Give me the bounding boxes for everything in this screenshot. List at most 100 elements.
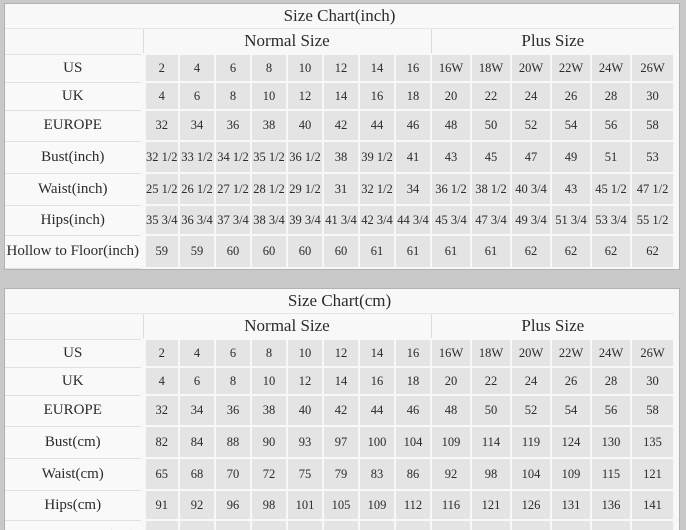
row-label: Hollow to Floor(inch) — [5, 235, 146, 269]
size-value-cell: 82 — [142, 425, 180, 459]
table-row: Hollow to Floor(cm)141147150150152152155… — [5, 519, 676, 530]
size-value-cell: 62 — [510, 234, 552, 269]
size-value-cell: 20W — [510, 338, 552, 368]
size-value-cell: 8 — [214, 366, 252, 396]
size-value-cell: 30 — [629, 366, 676, 396]
size-value-cell: 16 — [394, 338, 432, 368]
size-value-cell: 155 — [430, 519, 472, 530]
row-label: Hips(cm) — [5, 490, 146, 521]
size-value-cell: 92 — [178, 489, 216, 521]
size-value-cell: 34 — [178, 109, 216, 142]
size-value-cell: 109 — [430, 425, 472, 459]
size-value-cell: 24 — [510, 366, 552, 396]
size-value-cell: 47 3/4 — [470, 204, 512, 236]
size-value-cell: 43 — [550, 172, 592, 206]
size-value-cell: 16W — [430, 53, 472, 83]
size-value-cell: 68 — [178, 457, 216, 491]
size-value-cell: 53 — [629, 140, 676, 174]
size-value-cell: 6 — [214, 53, 252, 83]
size-value-cell: 52 — [510, 109, 552, 142]
size-value-cell: 39 3/4 — [286, 204, 324, 236]
size-value-cell: 26 — [550, 81, 592, 111]
size-value-cell: 10 — [250, 81, 288, 111]
group-header-normal-size: Normal Size — [142, 28, 431, 54]
size-value-cell: 18W — [470, 338, 512, 368]
size-value-cell: 4 — [178, 53, 216, 83]
size-value-cell: 104 — [394, 425, 432, 459]
corner-cell — [5, 313, 144, 340]
size-value-cell: 16 — [358, 366, 396, 396]
size-value-cell: 135 — [629, 425, 676, 459]
size-value-cell: 152 — [286, 519, 324, 530]
size-value-cell: 115 — [590, 457, 632, 491]
title-row: Size Chart(cm) — [5, 289, 675, 314]
row-label: Bust(cm) — [5, 426, 146, 459]
row-label: US — [5, 339, 146, 368]
size-value-cell: 158 — [510, 519, 552, 530]
size-value-cell: 90 — [250, 425, 288, 459]
size-value-cell: 104 — [510, 457, 552, 491]
size-value-cell: 58 — [629, 394, 676, 427]
size-value-cell: 25 1/2 — [142, 172, 180, 206]
size-value-cell: 97 — [322, 425, 360, 459]
size-value-cell: 136 — [590, 489, 632, 521]
size-value-cell: 112 — [394, 489, 432, 521]
size-value-cell: 98 — [470, 457, 512, 491]
size-table: Size Chart(inch) Normal Size Plus Size US 2 4… — [5, 4, 676, 269]
table-row: EUROPE 32 34 36 38 40 42 44 46 48 50 52 54 56 58 — [5, 109, 676, 142]
size-value-cell: 37 3/4 — [214, 204, 252, 236]
size-value-cell: 18W — [470, 53, 512, 83]
size-value-cell: 49 — [550, 140, 592, 174]
size-value-cell: 116 — [430, 489, 472, 521]
size-value-cell: 24W — [590, 53, 632, 83]
size-value-cell: 40 — [286, 394, 324, 427]
size-value-cell: 38 1/2 — [470, 172, 512, 206]
row-label: Waist(cm) — [5, 458, 146, 491]
row-label: UK — [5, 367, 146, 396]
size-value-cell: 35 3/4 — [142, 204, 180, 236]
row-label: US — [5, 54, 146, 83]
size-value-cell: 12 — [322, 53, 360, 83]
size-value-cell: 39 1/2 — [358, 140, 396, 174]
size-value-cell: 26 — [550, 366, 592, 396]
size-value-cell: 119 — [510, 425, 552, 459]
size-value-cell: 59 — [142, 234, 180, 269]
size-value-cell: 52 — [510, 394, 552, 427]
table-row: Hips(cm) 91 92 96 98 101 105 109 112 116 121 126 131… — [5, 489, 676, 521]
size-value-cell: 40 — [286, 109, 324, 142]
size-value-cell: 36 — [214, 394, 252, 427]
size-value-cell: 44 3/4 — [394, 204, 432, 236]
size-value-cell: 56 — [590, 394, 632, 427]
size-value-cell: 18 — [394, 81, 432, 111]
size-value-cell: 155 — [470, 519, 512, 530]
size-value-cell: 24W — [590, 338, 632, 368]
table-row: US 2 4 6 8 10 12 14 16 16W 18W 20W 22W 24W 26W — [5, 338, 676, 368]
size-value-cell: 61 — [394, 234, 432, 269]
size-value-cell: 44 — [358, 394, 396, 427]
size-value-cell: 26W — [629, 53, 676, 83]
size-value-cell: 152 — [322, 519, 360, 530]
size-value-cell: 158 — [629, 519, 676, 530]
size-value-cell: 59 — [178, 234, 216, 269]
size-value-cell: 72 — [250, 457, 288, 491]
size-value-cell: 12 — [322, 338, 360, 368]
size-value-cell: 34 1/2 — [214, 140, 252, 174]
size-value-cell: 6 — [214, 338, 252, 368]
size-value-cell: 42 — [322, 109, 360, 142]
size-value-cell: 20W — [510, 53, 552, 83]
size-value-cell: 48 — [430, 394, 472, 427]
row-label: UK — [5, 82, 146, 111]
size-value-cell: 28 — [590, 81, 632, 111]
size-value-cell: 46 — [394, 394, 432, 427]
size-value-cell: 30 — [629, 81, 676, 111]
size-value-cell: 62 — [550, 234, 592, 269]
size-value-cell: 131 — [550, 489, 592, 521]
group-header-normal-size: Normal Size — [142, 313, 431, 339]
size-value-cell: 79 — [322, 457, 360, 491]
size-value-cell: 62 — [629, 234, 676, 269]
size-value-cell: 6 — [178, 366, 216, 396]
size-value-cell: 105 — [322, 489, 360, 521]
size-value-cell: 54 — [550, 109, 592, 142]
row-label: Hips(inch) — [5, 205, 146, 236]
size-value-cell: 4 — [142, 81, 180, 111]
